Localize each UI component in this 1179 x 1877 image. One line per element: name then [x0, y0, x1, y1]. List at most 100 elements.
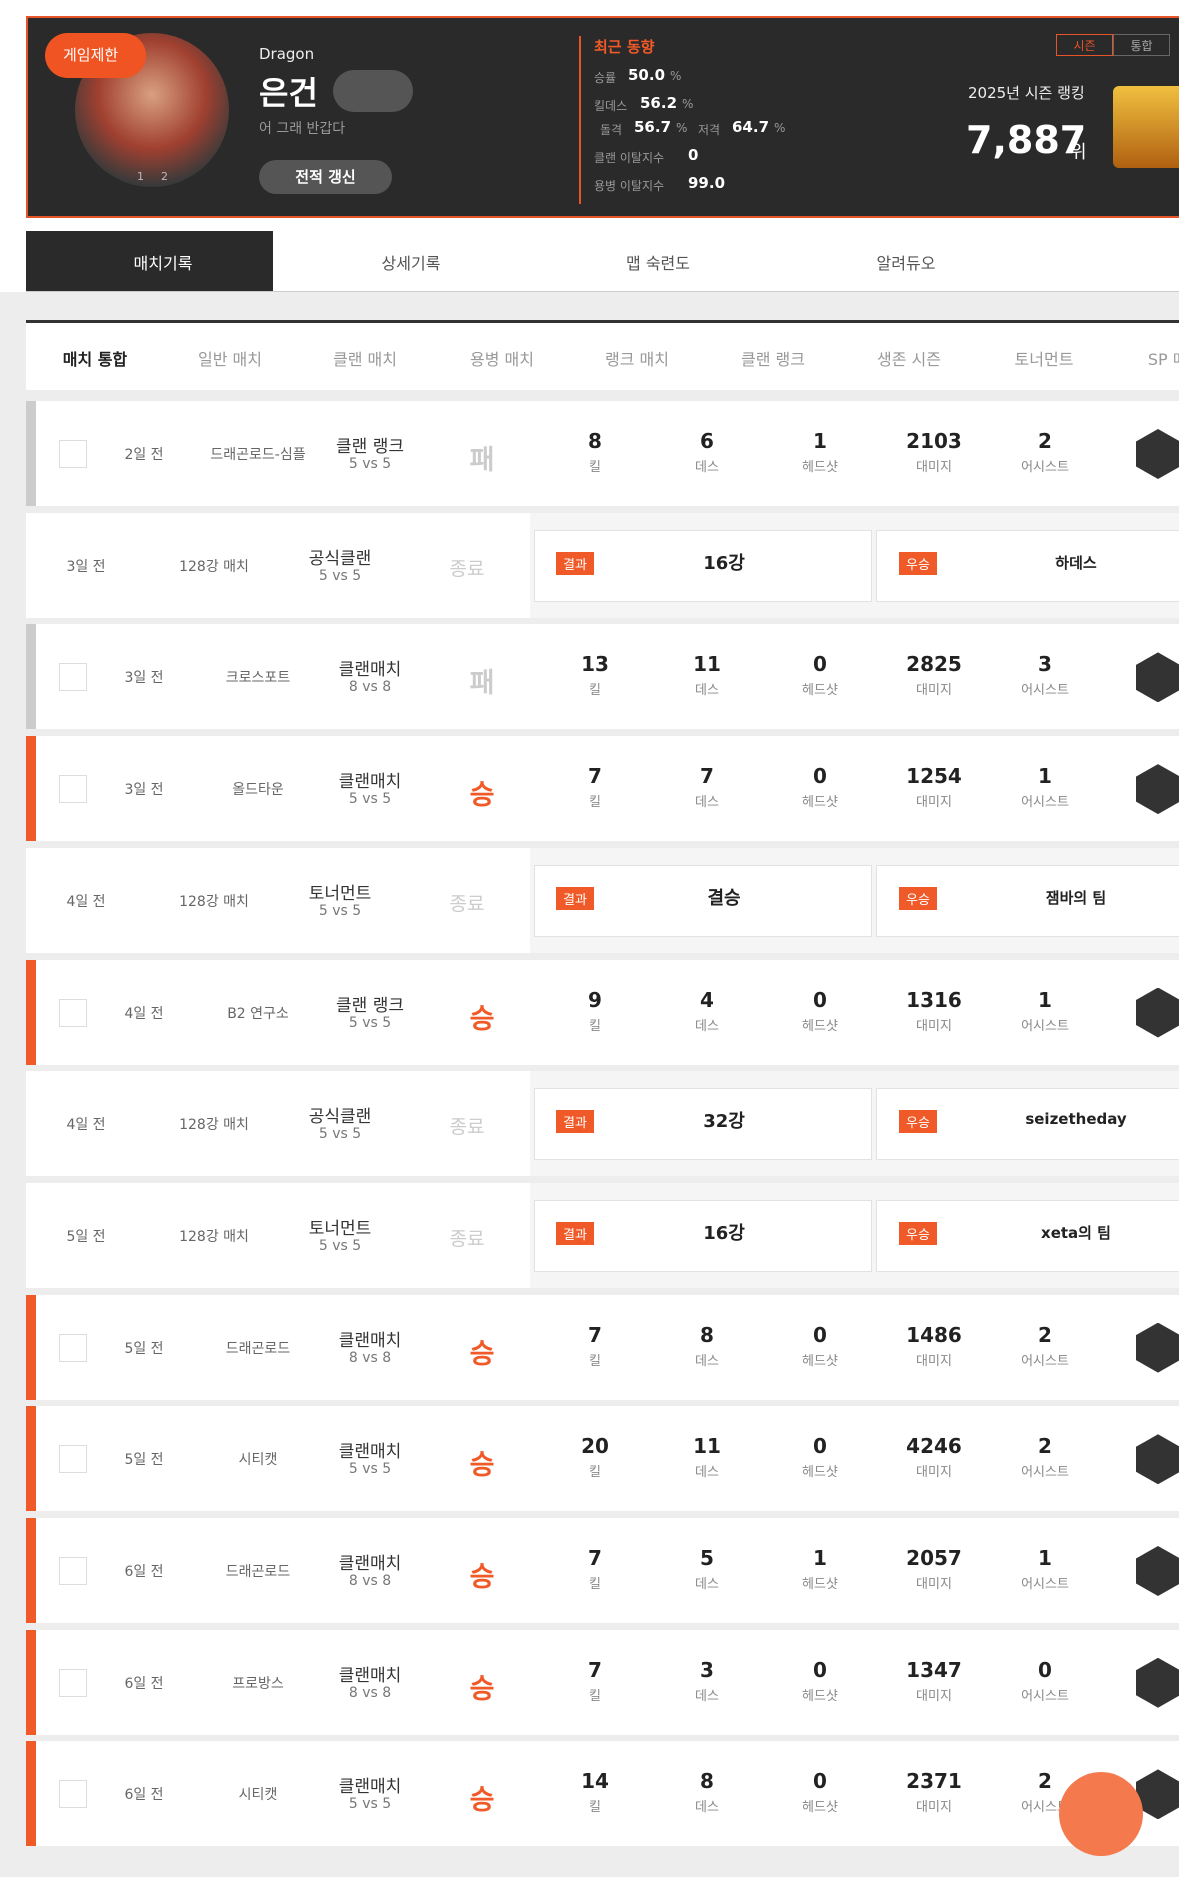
stat-label: 데스: [695, 1353, 719, 1369]
stat-value: 5: [700, 1546, 714, 1570]
chat-button[interactable]: [1059, 1772, 1143, 1856]
replay-button[interactable]: [59, 1780, 87, 1809]
result: 종료: [449, 1116, 485, 1139]
stat-value: 0: [813, 652, 827, 677]
restriction-badge[interactable]: 게임제한: [45, 33, 147, 78]
emoji-pill: [333, 70, 413, 112]
stat-value: 2057: [906, 1546, 962, 1570]
stat-label: 킬: [589, 1465, 601, 1481]
replay-button[interactable]: [59, 1445, 87, 1474]
size: 8 vs 8: [348, 1349, 392, 1366]
season-tab[interactable]: 시즌: [1056, 34, 1113, 56]
stat-label: 대미지: [916, 1577, 952, 1592]
size: 8 vs 8: [348, 1684, 392, 1701]
nav-tab[interactable]: 매치기록: [133, 254, 193, 273]
mode: 클랜매치: [338, 660, 402, 681]
match-row: 4일 전 128강 매치 토너먼트 5 vs 5 종료 결과 결승 우승 잼바의 팀: [26, 847, 1179, 953]
size: 5 vs 5: [348, 1014, 392, 1031]
result-label: 결과: [556, 1110, 594, 1134]
result: 승: [469, 780, 495, 812]
stat-unit: %: [676, 121, 688, 135]
stat-value: 9: [588, 987, 602, 1012]
stat-value: 2: [1038, 1322, 1052, 1347]
stat-label: 데스: [695, 1800, 719, 1816]
nav-tab[interactable]: 맵 숙련도: [626, 254, 690, 273]
stat-label: 어시스트: [1021, 460, 1069, 475]
stat-label: 데스: [695, 1688, 719, 1704]
total-tab[interactable]: 통합: [1113, 34, 1170, 56]
stat-label: 어시스트: [1021, 1465, 1069, 1481]
nav-tab[interactable]: 알려듀오: [876, 254, 936, 273]
mode: 클랜 랭크: [336, 995, 404, 1016]
time: 5일 전: [124, 1340, 164, 1357]
stat-label: 킬: [589, 1577, 601, 1592]
stat-value: 0: [688, 146, 699, 164]
stage: 결승: [707, 887, 741, 909]
recent-title: 최근 동향: [594, 38, 655, 56]
replay-button[interactable]: [59, 663, 87, 692]
tier-badge: [1136, 652, 1179, 703]
stat-value: 0: [813, 1434, 827, 1459]
replay-button[interactable]: [59, 998, 87, 1027]
map: 드래곤로드: [225, 1564, 291, 1580]
stat-value: 7: [588, 1657, 602, 1682]
replay-button[interactable]: [59, 1333, 87, 1362]
stat-value: 0: [1038, 1657, 1052, 1682]
time: 4일 전: [124, 1005, 164, 1022]
match-row: 3일 전 128강 매치 공식클랜 5 vs 5 종료 결과 16강 우승 하데스: [26, 512, 1179, 618]
stat-value: 2103: [906, 429, 962, 453]
stat-value: 7: [588, 1546, 602, 1570]
filter-tab[interactable]: 랭크 매치: [605, 350, 669, 369]
tier-badge: [1136, 429, 1179, 479]
result-bar: [26, 1629, 36, 1735]
winner: 잼바의 팀: [1045, 888, 1107, 907]
result-bar: [26, 624, 36, 730]
size: 8 vs 8: [348, 679, 392, 696]
mode: 클랜매치: [338, 1665, 402, 1686]
filter-tab[interactable]: 용병 매치: [470, 350, 534, 369]
clan-name: Dragon: [259, 45, 315, 63]
result: 승: [469, 1003, 495, 1035]
size: 5 vs 5: [318, 1126, 362, 1143]
map: 시티캣: [238, 1787, 278, 1804]
tier-badge: [1136, 1657, 1179, 1708]
winner: xeta의 팀: [1041, 1223, 1111, 1242]
stat-value: 64.7: [732, 118, 770, 136]
winner: 하데스: [1055, 553, 1097, 572]
filter-tab[interactable]: 매치 통합: [62, 350, 128, 369]
stat-label: 승률: [594, 71, 617, 85]
stat-label: 대미지: [916, 795, 952, 811]
stat-label: 대미지: [916, 1018, 952, 1034]
map: 드래곤로드: [225, 1340, 291, 1357]
stat-label: 대미지: [916, 1800, 952, 1816]
result-bar: [26, 401, 36, 506]
stat-label: 킬: [589, 1018, 601, 1034]
ranking-unit: 위: [1070, 142, 1087, 163]
stat-value: 1254: [906, 764, 962, 789]
nav-tab[interactable]: 상세기록: [381, 254, 441, 273]
replay-button[interactable]: [59, 1668, 87, 1697]
map: 시티캣: [238, 1452, 278, 1469]
filter-tab[interactable]: 클랜 랭크: [741, 350, 805, 369]
filter-tab[interactable]: 생존 시즌: [877, 350, 941, 369]
map: B2 연구소: [227, 1005, 289, 1022]
stat-label: 헤드샷: [802, 1465, 838, 1481]
round: 128강 매치: [179, 1228, 249, 1245]
result-label: 결과: [556, 551, 594, 575]
stat-value: 11: [693, 652, 721, 677]
replay-button[interactable]: [59, 440, 87, 468]
stat-label: 킬: [589, 795, 601, 811]
replay-button[interactable]: [59, 775, 87, 804]
time: 3일 전: [124, 670, 164, 687]
result-bar: [26, 1741, 36, 1847]
size: 5 vs 5: [318, 1237, 362, 1254]
replay-button[interactable]: [59, 1557, 87, 1585]
stat-label: 어시스트: [1021, 1800, 1069, 1816]
filter-tab[interactable]: 일반 매치: [198, 350, 262, 369]
refresh-button[interactable]: 전적 갱신: [259, 160, 392, 194]
filter-tab[interactable]: 토너먼트: [1014, 350, 1074, 369]
filter-tab[interactable]: SP 매치: [1147, 350, 1179, 369]
stat-label: 용병 이탈지수: [594, 179, 665, 193]
filter-tab[interactable]: 클랜 매치: [333, 350, 397, 369]
